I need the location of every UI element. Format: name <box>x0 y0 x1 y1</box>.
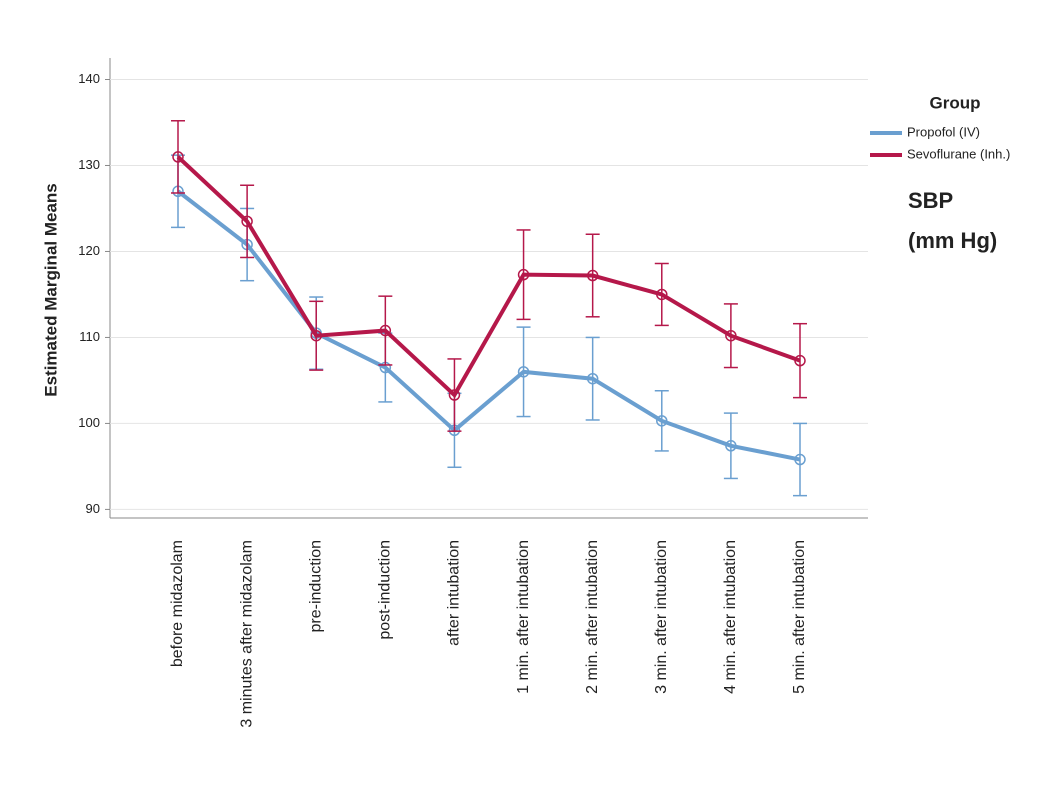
point <box>517 366 530 378</box>
line <box>176 189 801 462</box>
y-tick-label: 110 <box>79 329 100 344</box>
y-tick-label: 100 <box>78 415 100 430</box>
y-tick-label: 90 <box>86 501 100 516</box>
y-tick-label: 120 <box>78 243 100 258</box>
legend-label: Sevoflurane (Inh.) <box>907 146 1010 161</box>
annotation: (mm Hg) <box>908 228 997 253</box>
x-tick-label: 3 minutes after midazolam <box>238 540 255 728</box>
x-tick-label: after intubation <box>446 540 463 646</box>
x-tick-label: 2 min. after intubation <box>584 540 601 694</box>
x-tick-label: pre-induction <box>307 540 324 633</box>
point <box>517 268 530 281</box>
point <box>172 151 184 163</box>
legend-label: Propofol (IV) <box>907 124 980 139</box>
x-tick-label: 4 min. after intubation <box>722 540 739 694</box>
y-axis-label: Estimated Marginal Means <box>41 183 60 397</box>
point <box>725 440 737 452</box>
x-tick-label: 1 min. after intubation <box>515 540 532 694</box>
point <box>725 329 737 342</box>
x-tick-label: 3 min. after intubation <box>653 540 670 694</box>
x-tick-label: 5 min. after intubation <box>791 540 808 694</box>
point <box>656 415 668 427</box>
line <box>176 155 801 399</box>
point <box>586 269 599 282</box>
point <box>241 215 253 228</box>
point <box>586 372 599 385</box>
point <box>448 389 461 401</box>
y-tick-label: 140 <box>78 71 100 86</box>
x-tick-label: before midazolam <box>169 540 186 667</box>
point <box>794 453 806 466</box>
point <box>656 288 668 301</box>
annotation: SBP <box>908 188 953 213</box>
x-tick-label: post-induction <box>377 540 394 640</box>
legend-title: Group <box>930 93 981 112</box>
point <box>310 329 322 342</box>
y-tick-label: 130 <box>78 157 100 172</box>
point <box>379 324 392 337</box>
point <box>794 354 806 367</box>
